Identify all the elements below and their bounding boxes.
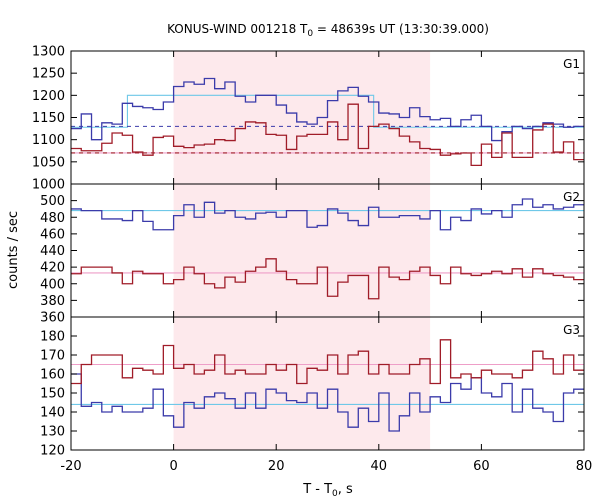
panels-group: 1000105011001150120012501300G13603804004… (32, 45, 592, 475)
panel-g1: 1000 1050 1100 1150 1200 1250 1300 G1 (32, 45, 585, 193)
series-step-g2-red (71, 258, 584, 300)
series-step-g3-blue (71, 373, 584, 432)
fit-line-g1-cyan (71, 94, 584, 128)
y-tick-label-g1: 1100 (32, 133, 65, 148)
y-tick-label-g2: 460 (40, 227, 65, 242)
x-tick-label: 0 (169, 459, 177, 474)
y-tick-label-g3: 140 (40, 406, 65, 421)
y-tick-label-g2: 500 (40, 194, 65, 209)
y-tick-label-g1: 1150 (32, 111, 65, 126)
series-step-g1-blue (71, 77, 584, 142)
x-axis-label-subscript: 0 (332, 489, 338, 499)
y-tick-label-g1: 1250 (32, 67, 65, 82)
x-tick-label: 60 (473, 459, 490, 474)
y-tick-label-g2: 360 (40, 311, 65, 326)
panel-frame-g3 (70, 316, 585, 451)
y-tick-label-g3: 150 (40, 387, 65, 402)
series-step-g1-red (71, 103, 584, 167)
shaded-interval-g2 (173, 184, 431, 317)
x-axis-label: T - T0, s (302, 482, 353, 499)
y-tick-label-g3: 120 (40, 444, 65, 459)
y-tick-label-g3: 160 (40, 368, 65, 383)
y-tick-label-g1: 1000 (32, 178, 65, 193)
y-tick-label-g2: 420 (40, 261, 65, 276)
y-tick-label-g2: 400 (40, 277, 65, 292)
x-tick-label: -20 (60, 459, 81, 474)
y-tick-label-g2: 380 (40, 294, 65, 309)
x-tick-label: 20 (268, 459, 285, 474)
y-tick-label-g2: 480 (40, 211, 65, 226)
y-tick-label-g1: 1200 (32, 89, 65, 104)
y-tick-label-g3: 170 (40, 349, 65, 364)
panel-label-g2: G2 (563, 190, 580, 204)
chart-title-subscript: 0 (307, 29, 313, 39)
y-tick-label-g3: 180 (40, 330, 65, 345)
y-tick-label-g3: 130 (40, 425, 65, 440)
panel-label-g1: G1 (563, 57, 580, 71)
x-tick-label: 80 (576, 459, 593, 474)
series-step-g2-blue (71, 198, 584, 231)
chart-title: KONUS-WIND 001218 T0 = 48639s UT (13:30:… (167, 22, 489, 39)
panel-g3: 120 130 140 150 160 170 180 G3 (40, 316, 585, 459)
x-tick-label: 40 (371, 459, 388, 474)
y-tick-label-g1: 1050 (32, 155, 65, 170)
y-axis-label: counts / sec (6, 211, 21, 289)
series-step-g3-red (71, 339, 584, 385)
y-tick-label-g2: 440 (40, 244, 65, 259)
panel-label-g3: G3 (563, 323, 580, 337)
y-tick-label-g1: 1300 (32, 45, 65, 60)
shaded-interval-g1 (173, 51, 431, 184)
